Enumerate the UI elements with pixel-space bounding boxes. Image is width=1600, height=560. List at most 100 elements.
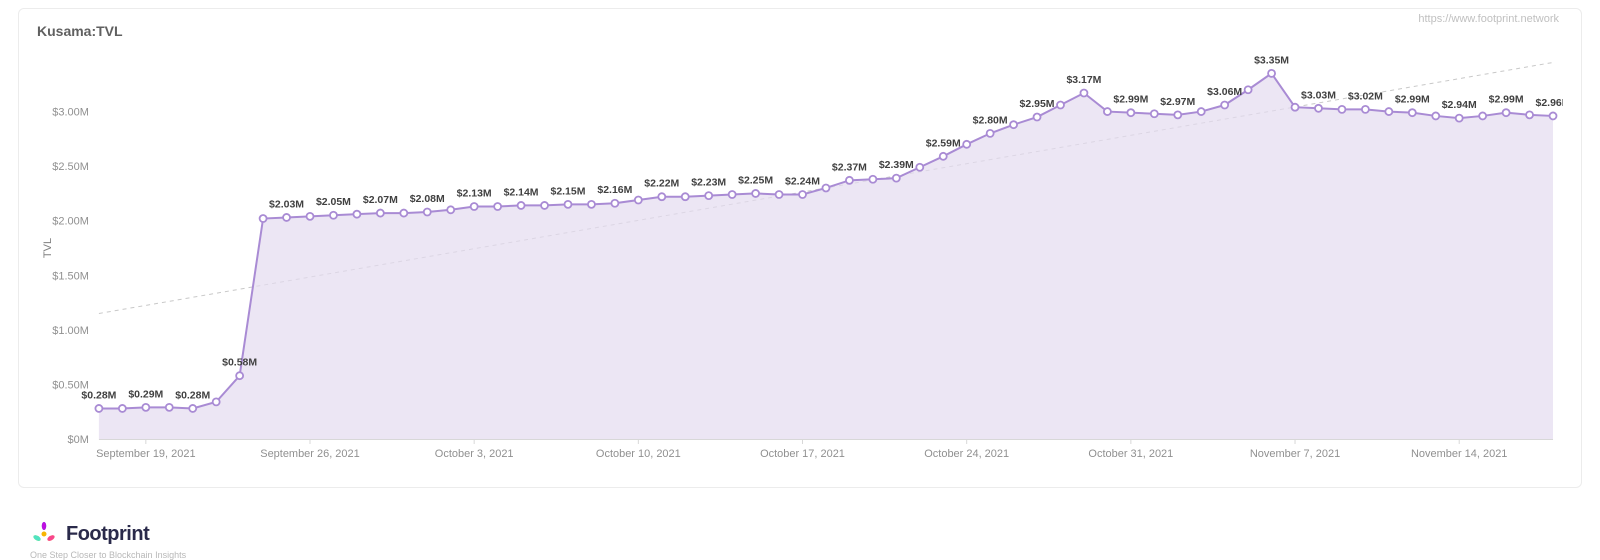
data-point-marker[interactable] (611, 200, 618, 207)
data-point-marker[interactable] (1221, 102, 1228, 109)
data-point-marker[interactable] (635, 196, 642, 203)
data-point-marker[interactable] (893, 175, 900, 182)
data-point-marker[interactable] (799, 191, 806, 198)
y-tick-label: $2.50M (52, 161, 89, 173)
data-point-marker[interactable] (846, 177, 853, 184)
data-point-marker[interactable] (213, 398, 220, 405)
data-point-marker[interactable] (588, 201, 595, 208)
data-point-marker[interactable] (1034, 114, 1041, 121)
data-point-marker[interactable] (283, 214, 290, 221)
data-point-marker[interactable] (471, 203, 478, 210)
y-tick-label: $3.00M (52, 107, 89, 119)
data-point-marker[interactable] (1245, 86, 1252, 93)
data-point-label: $2.23M (691, 178, 726, 189)
data-point-marker[interactable] (236, 372, 243, 379)
data-point-marker[interactable] (822, 184, 829, 191)
data-point-marker[interactable] (729, 191, 736, 198)
data-point-marker[interactable] (189, 405, 196, 412)
data-point-marker[interactable] (424, 208, 431, 215)
data-point-marker[interactable] (330, 212, 337, 219)
data-point-marker[interactable] (1127, 109, 1134, 116)
chart-title: Kusama:TVL (37, 23, 1563, 39)
data-point-marker[interactable] (1174, 111, 1181, 118)
data-point-label: $2.15M (551, 186, 586, 197)
data-point-marker[interactable] (119, 405, 126, 412)
data-point-marker[interactable] (1550, 112, 1557, 119)
data-point-marker[interactable] (353, 211, 360, 218)
y-tick-label: $1.50M (52, 270, 89, 282)
data-point-marker[interactable] (1479, 112, 1486, 119)
data-point-marker[interactable] (1526, 111, 1533, 118)
data-point-marker[interactable] (1409, 109, 1416, 116)
data-point-marker[interactable] (166, 404, 173, 411)
x-tick-label: October 10, 2021 (596, 448, 681, 460)
data-point-label: $2.94M (1442, 100, 1477, 111)
data-point-label: $2.97M (1160, 97, 1195, 108)
x-tick-label: September 26, 2021 (260, 448, 359, 460)
data-point-marker[interactable] (1010, 121, 1017, 128)
x-tick-label: October 17, 2021 (760, 448, 845, 460)
data-point-marker[interactable] (1198, 108, 1205, 115)
data-point-label: $2.05M (316, 197, 351, 208)
data-point-marker[interactable] (1080, 90, 1087, 97)
x-tick-label: October 31, 2021 (1088, 448, 1173, 460)
data-point-marker[interactable] (916, 164, 923, 171)
data-point-marker[interactable] (1268, 70, 1275, 77)
data-point-label: $2.24M (785, 177, 820, 188)
data-point-label: $2.96M (1536, 98, 1563, 109)
attribution-link[interactable]: https://www.footprint.network (1418, 13, 1559, 25)
data-point-marker[interactable] (1338, 106, 1345, 113)
data-point-marker[interactable] (95, 405, 102, 412)
data-point-label: $2.37M (832, 162, 867, 173)
data-point-marker[interactable] (1315, 105, 1322, 112)
footprint-logo-icon (30, 520, 58, 548)
y-tick-label: $1.00M (52, 325, 89, 337)
data-point-marker[interactable] (1151, 110, 1158, 117)
data-point-marker[interactable] (447, 206, 454, 213)
data-point-marker[interactable] (1292, 104, 1299, 111)
data-point-label: $0.28M (175, 390, 210, 401)
data-point-marker[interactable] (377, 210, 384, 217)
data-point-marker[interactable] (564, 201, 571, 208)
tvl-area-chart: $0M$0.50M$1.00M$1.50M$2.00M$2.50M$3.00MT… (37, 39, 1563, 469)
data-point-marker[interactable] (541, 202, 548, 209)
data-point-marker[interactable] (1503, 109, 1510, 116)
data-point-label: $2.22M (644, 179, 679, 190)
x-tick-label: November 14, 2021 (1411, 448, 1507, 460)
chart-container: Kusama:TVL https://www.footprint.network… (0, 0, 1600, 558)
data-point-marker[interactable] (776, 191, 783, 198)
footprint-logo[interactable]: Footprint (30, 520, 149, 548)
y-tick-label: $0M (68, 434, 89, 446)
data-point-marker[interactable] (307, 213, 314, 220)
data-point-label: $2.99M (1395, 95, 1430, 106)
data-point-marker[interactable] (682, 193, 689, 200)
data-point-marker[interactable] (1104, 108, 1111, 115)
x-tick-label: October 24, 2021 (924, 448, 1009, 460)
data-point-marker[interactable] (963, 141, 970, 148)
data-point-marker[interactable] (494, 203, 501, 210)
footprint-logo-text: Footprint (66, 523, 149, 546)
data-point-marker[interactable] (705, 192, 712, 199)
chart-card: Kusama:TVL https://www.footprint.network… (18, 8, 1582, 488)
data-point-label: $2.03M (269, 199, 304, 210)
data-point-marker[interactable] (1432, 112, 1439, 119)
data-point-label: $2.99M (1489, 95, 1524, 106)
data-point-marker[interactable] (400, 210, 407, 217)
data-point-marker[interactable] (752, 190, 759, 197)
data-point-marker[interactable] (1362, 106, 1369, 113)
y-tick-label: $2.00M (52, 216, 89, 228)
data-point-marker[interactable] (940, 153, 947, 160)
data-point-label: $2.14M (504, 187, 539, 198)
data-point-label: $3.06M (1207, 87, 1242, 98)
data-point-marker[interactable] (658, 193, 665, 200)
data-point-marker[interactable] (1385, 108, 1392, 115)
data-point-label: $3.35M (1254, 55, 1289, 66)
data-point-marker[interactable] (142, 404, 149, 411)
data-point-marker[interactable] (987, 130, 994, 137)
data-point-marker[interactable] (518, 202, 525, 209)
data-point-label: $2.59M (926, 138, 961, 149)
data-point-marker[interactable] (260, 215, 267, 222)
data-point-marker[interactable] (869, 176, 876, 183)
data-point-marker[interactable] (1456, 115, 1463, 122)
data-point-marker[interactable] (1057, 102, 1064, 109)
